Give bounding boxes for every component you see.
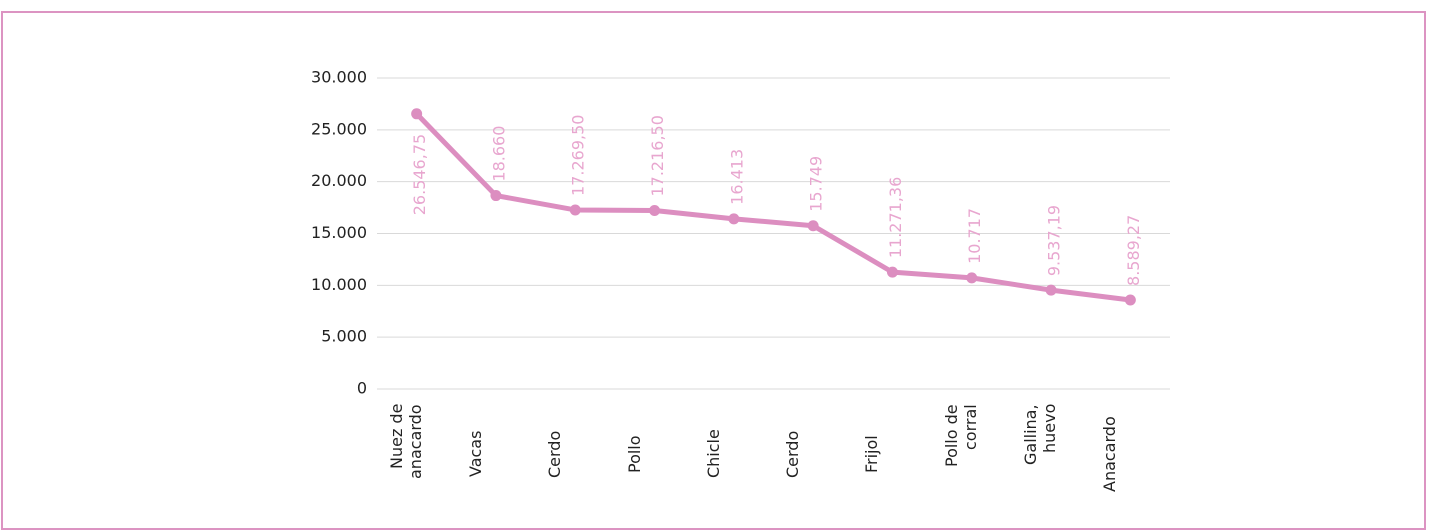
point <box>411 108 423 120</box>
data-label: 26.546,75 <box>410 134 429 215</box>
x-tick-label: Pollo de corral <box>941 404 980 467</box>
data-label: 16.413 <box>727 149 746 205</box>
x-tick-label: Cerdo <box>545 430 565 478</box>
data-label: 8.589,27 <box>1124 215 1143 286</box>
x-tick-label: Chicle <box>703 429 723 479</box>
data-label: 9.537,19 <box>1045 205 1064 276</box>
point <box>886 266 898 278</box>
x-tick-label: Pollo <box>624 435 644 473</box>
x-tick-label: Nuez de anacardo <box>386 404 425 479</box>
point <box>490 190 502 202</box>
point <box>569 204 581 216</box>
y-tick-label: 20.000 <box>311 171 367 190</box>
line <box>414 112 1131 303</box>
y-tick-label: 30.000 <box>311 68 367 87</box>
point <box>807 220 819 232</box>
data-label: 15.749 <box>807 156 826 212</box>
point <box>728 213 740 225</box>
data-label: 10.717 <box>965 208 984 264</box>
data-label: 17.216,50 <box>648 115 667 196</box>
y-tick-label: 5.000 <box>321 327 367 346</box>
y-tick-label: 15.000 <box>311 223 367 242</box>
point <box>966 272 978 284</box>
data-label: 18.660 <box>489 126 508 182</box>
point <box>1045 284 1057 296</box>
data-label: 11.271,36 <box>886 177 905 258</box>
point <box>1124 294 1136 306</box>
x-tick-label: Cerdo <box>783 430 803 478</box>
x-tick-label: Vacas <box>465 430 485 478</box>
x-tick-label: Anacardo <box>1100 416 1120 492</box>
y-tick-label: 10.000 <box>311 275 367 294</box>
x-tick-label: Gallina, huevo <box>1021 404 1060 465</box>
point <box>649 205 661 217</box>
data-label: 17.269,50 <box>569 115 588 196</box>
y-tick-label: 25.000 <box>311 119 367 138</box>
y-tick-label: 0 <box>357 379 367 398</box>
chart-frame <box>1 11 1426 530</box>
x-tick-label: Frijol <box>862 435 882 473</box>
